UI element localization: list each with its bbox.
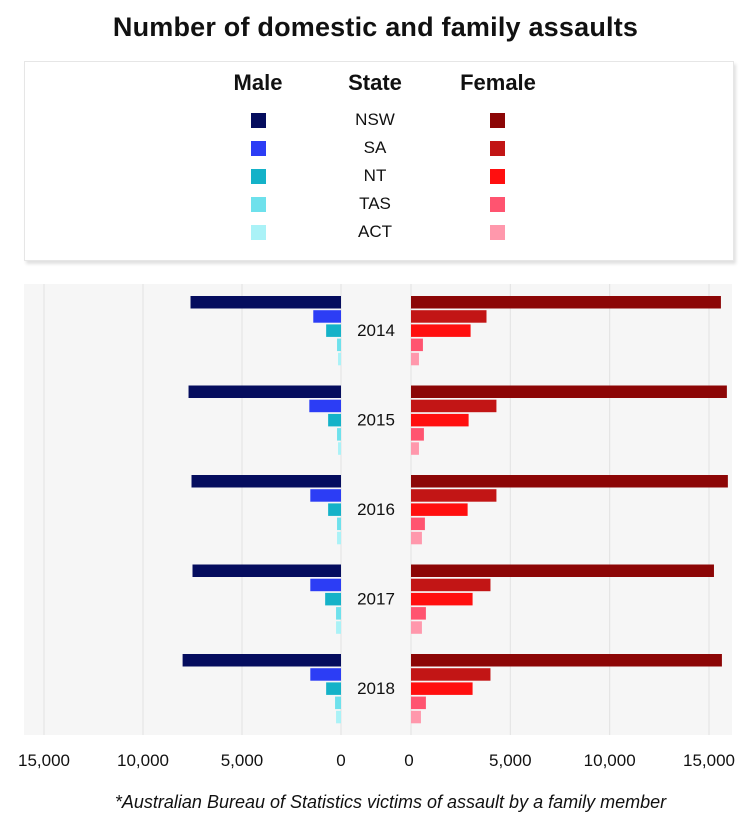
legend-row-nsw: NSW bbox=[25, 110, 733, 131]
tick-label-female-5000: 5,000 bbox=[489, 751, 532, 770]
bar-male-nsw-2015 bbox=[188, 385, 341, 398]
bar-male-tas-2018 bbox=[335, 696, 341, 710]
bar-female-nsw-2015 bbox=[411, 385, 727, 398]
legend-row-nt: NT bbox=[25, 166, 733, 187]
bar-male-act-2016 bbox=[337, 531, 341, 545]
bar-female-sa-2016 bbox=[411, 489, 497, 502]
bar-male-tas-2015 bbox=[337, 428, 341, 441]
bar-female-nsw-2016 bbox=[411, 475, 728, 488]
bar-female-tas-2017 bbox=[411, 607, 426, 620]
bar-chart: 2014 2015 2016 2017 2018 15,000 10,000 5,000 0 0 5… bbox=[18, 284, 735, 770]
bar-female-sa-2014 bbox=[411, 310, 487, 323]
tick-label-male-15000: 15,000 bbox=[18, 751, 70, 770]
legend-male-header: Male bbox=[233, 70, 283, 95]
legend-row-tas: TAS bbox=[25, 194, 733, 215]
bar-female-act-2017 bbox=[411, 621, 422, 634]
bar-male-nsw-2016 bbox=[191, 475, 341, 488]
legend-swatch-male-sa bbox=[251, 141, 266, 156]
bar-female-nsw-2014 bbox=[411, 296, 721, 309]
bar-female-nt-2017 bbox=[411, 592, 473, 606]
bar-female-tas-2016 bbox=[411, 517, 425, 531]
bar-male-act-2015 bbox=[338, 442, 341, 455]
bar-male-nsw-2018 bbox=[182, 654, 341, 667]
year-label-2016: 2016 bbox=[357, 500, 395, 519]
legend-swatch-male-nsw bbox=[251, 113, 266, 128]
bar-female-act-2015 bbox=[411, 442, 419, 455]
year-label-2018: 2018 bbox=[357, 679, 395, 698]
legend-female-header: Female bbox=[460, 70, 536, 95]
bar-male-tas-2017 bbox=[336, 607, 341, 620]
legend-state-tas: TAS bbox=[359, 194, 391, 213]
bar-female-nt-2016 bbox=[411, 503, 468, 516]
bar-female-nsw-2017 bbox=[411, 564, 714, 577]
tick-label-male-5000: 5,000 bbox=[221, 751, 264, 770]
legend-state-nt: NT bbox=[363, 166, 387, 185]
tick-label-female-0: 0 bbox=[404, 751, 413, 770]
bar-female-tas-2018 bbox=[411, 696, 426, 710]
bar-male-act-2014 bbox=[338, 352, 341, 366]
bar-female-nsw-2018 bbox=[411, 654, 722, 667]
legend-state-sa: SA bbox=[363, 138, 387, 157]
legend: Male State Female NSW SA NT TAS ACT bbox=[24, 61, 734, 261]
bar-male-sa-2014 bbox=[313, 310, 341, 323]
bar-male-sa-2015 bbox=[309, 399, 341, 413]
bar-female-tas-2015 bbox=[411, 428, 424, 441]
bar-male-nsw-2014 bbox=[190, 296, 341, 309]
bar-male-tas-2014 bbox=[337, 338, 341, 352]
bar-female-nt-2015 bbox=[411, 413, 469, 427]
legend-state-nsw: NSW bbox=[355, 110, 395, 129]
footnote: *Australian Bureau of Statistics victims… bbox=[114, 792, 667, 812]
bar-male-nt-2015 bbox=[328, 413, 341, 427]
bar-male-nsw-2017 bbox=[192, 564, 341, 577]
legend-swatch-male-nt bbox=[251, 169, 266, 184]
legend-swatch-male-act bbox=[251, 225, 266, 240]
bar-female-act-2018 bbox=[411, 710, 421, 724]
year-label-2015: 2015 bbox=[357, 411, 395, 430]
legend-swatch-male-tas bbox=[251, 197, 266, 212]
bar-female-sa-2017 bbox=[411, 578, 491, 592]
legend-row-act: ACT bbox=[25, 222, 733, 243]
bar-male-sa-2016 bbox=[310, 489, 341, 502]
year-label-2017: 2017 bbox=[357, 590, 395, 609]
bar-female-act-2016 bbox=[411, 531, 422, 545]
legend-state-act: ACT bbox=[358, 222, 392, 241]
legend-swatch-female-nt bbox=[490, 169, 505, 184]
tick-label-female-10000: 10,000 bbox=[584, 751, 636, 770]
bar-male-act-2018 bbox=[336, 710, 341, 724]
legend-swatch-female-nsw bbox=[490, 113, 505, 128]
bar-female-sa-2018 bbox=[411, 668, 491, 681]
bar-male-sa-2017 bbox=[310, 578, 341, 592]
tick-label-male-10000: 10,000 bbox=[117, 751, 169, 770]
bar-male-tas-2016 bbox=[337, 517, 341, 531]
legend-swatch-female-sa bbox=[490, 141, 505, 156]
year-label-2014: 2014 bbox=[357, 321, 395, 340]
bar-female-act-2014 bbox=[411, 352, 419, 366]
bar-female-nt-2018 bbox=[411, 682, 473, 695]
bar-male-nt-2014 bbox=[326, 324, 341, 337]
bar-male-nt-2016 bbox=[328, 503, 341, 516]
bar-female-sa-2015 bbox=[411, 399, 497, 413]
chart-title: Number of domestic and family assaults bbox=[112, 12, 639, 42]
legend-row-sa: SA bbox=[25, 138, 733, 159]
bar-female-tas-2014 bbox=[411, 338, 423, 352]
bar-male-sa-2018 bbox=[310, 668, 341, 681]
legend-swatch-female-tas bbox=[490, 197, 505, 212]
legend-swatch-female-act bbox=[490, 225, 505, 240]
tick-label-female-15000: 15,000 bbox=[683, 751, 735, 770]
legend-state-header: State bbox=[348, 70, 402, 95]
bar-male-act-2017 bbox=[336, 621, 341, 634]
bar-female-nt-2014 bbox=[411, 324, 471, 337]
bar-male-nt-2018 bbox=[326, 682, 341, 695]
tick-label-male-0: 0 bbox=[336, 751, 345, 770]
bar-male-nt-2017 bbox=[325, 592, 341, 606]
